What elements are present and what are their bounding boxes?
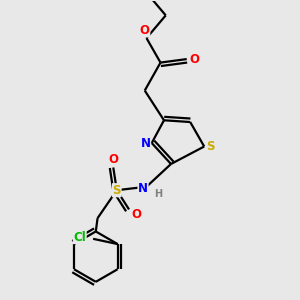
Text: Cl: Cl: [74, 231, 86, 244]
Text: S: S: [206, 140, 215, 153]
Text: O: O: [140, 24, 150, 37]
Text: N: N: [140, 136, 151, 149]
Text: N: N: [138, 182, 148, 195]
Text: S: S: [112, 184, 121, 197]
Text: O: O: [189, 52, 200, 66]
Text: H: H: [154, 189, 162, 200]
Text: O: O: [108, 153, 118, 166]
Text: O: O: [132, 208, 142, 221]
